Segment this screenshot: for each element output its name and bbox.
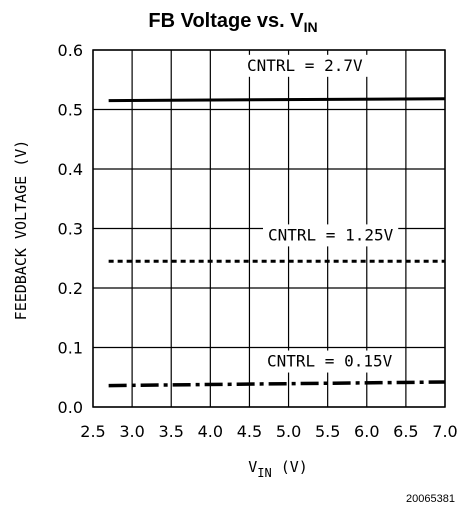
x-tick-label-0: 2.5 [80,422,105,441]
series-group [108,97,446,388]
series-label-0: CNTRL = 2.7V [247,56,363,75]
x-tick-label-2: 3.5 [158,422,183,441]
y-axis-label: FEEDBACK VOLTAGE (V) [12,140,30,321]
x-tick-label-3: 4.0 [198,422,223,441]
series-label-bg-1 [263,224,399,247]
x-axis-label: VIN (V) [248,458,308,480]
x-tick-labels: 2.5 3.0 3.5 4.0 4.5 5.0 5.5 6.0 6.5 7.0 [80,422,457,441]
x-tick-label-5: 5.0 [276,422,301,441]
y-tick-label-1: 0.1 [58,339,83,358]
y-tick-label-5: 0.5 [58,101,83,120]
series-label-1: CNTRL = 1.25V [268,225,394,244]
series-annotations: CNTRL = 2.7V CNTRL = 1.25V CNTRL = 0.15V [242,54,399,373]
series-line-2 [108,380,446,388]
series-label-2: CNTRL = 0.15V [267,352,393,371]
figure-id: 20065381 [406,493,455,505]
y-tick-label-0: 0.0 [58,398,83,417]
plot-frame [92,49,446,408]
y-tick-label-6: 0.6 [58,41,83,60]
series-label-bg-2 [262,350,398,373]
x-tick-label-9: 7.0 [432,422,457,441]
series-label-bg-0 [242,54,368,77]
x-tick-label-6: 5.5 [315,422,340,441]
x-tick-label-8: 6.5 [393,422,418,441]
x-tick-label-1: 3.0 [119,422,144,441]
x-tick-label-4: 4.5 [237,422,262,441]
y-tick-label-3: 0.3 [58,220,83,239]
y-tick-labels: 0.0 0.1 0.2 0.3 0.4 0.5 0.6 [58,41,83,417]
y-tick-label-2: 0.2 [58,279,83,298]
y-tick-label-4: 0.4 [58,160,83,179]
x-tick-label-7: 6.0 [354,422,379,441]
chart-title: FB Voltage vs. VIN [148,10,317,35]
series-line-0 [108,97,446,103]
